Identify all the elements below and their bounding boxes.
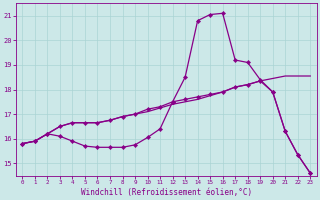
X-axis label: Windchill (Refroidissement éolien,°C): Windchill (Refroidissement éolien,°C)	[81, 188, 252, 197]
